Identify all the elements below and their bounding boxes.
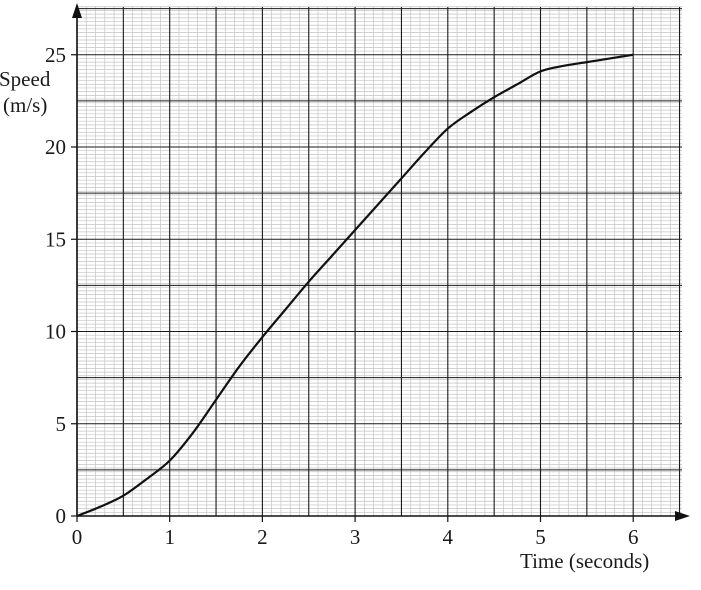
y-tick-label: 20 [45, 135, 66, 159]
y-tick-label: 25 [45, 43, 66, 67]
y-tick-label: 15 [45, 227, 66, 251]
y-tick-label: 5 [56, 412, 67, 436]
y-axis-label-line-2: (m/s) [3, 93, 47, 117]
axes [71, 3, 690, 522]
y-axis-label-line-1: Speed [0, 67, 51, 91]
x-tick-label: 0 [72, 525, 83, 549]
x-tick-label: 1 [164, 525, 175, 549]
speed-curve [76, 53, 634, 518]
x-tick-label: 4 [443, 525, 454, 549]
x-tick-label: 2 [257, 525, 268, 549]
x-tick-label: 3 [350, 525, 361, 549]
x-axis-arrow-icon [675, 511, 690, 521]
series-group [76, 53, 634, 518]
x-axis-label: Time (seconds) [520, 549, 649, 573]
y-tick-label: 0 [56, 504, 67, 528]
tick-labels: 0 1 2 3 4 5 6 0 5 10 15 20 25 [45, 43, 638, 549]
minor-grid [77, 6, 682, 516]
y-tick-label: 10 [45, 320, 66, 344]
x-tick-label: 6 [628, 525, 639, 549]
y-axis-arrow-icon [72, 3, 82, 18]
x-tick-label: 5 [535, 525, 546, 549]
